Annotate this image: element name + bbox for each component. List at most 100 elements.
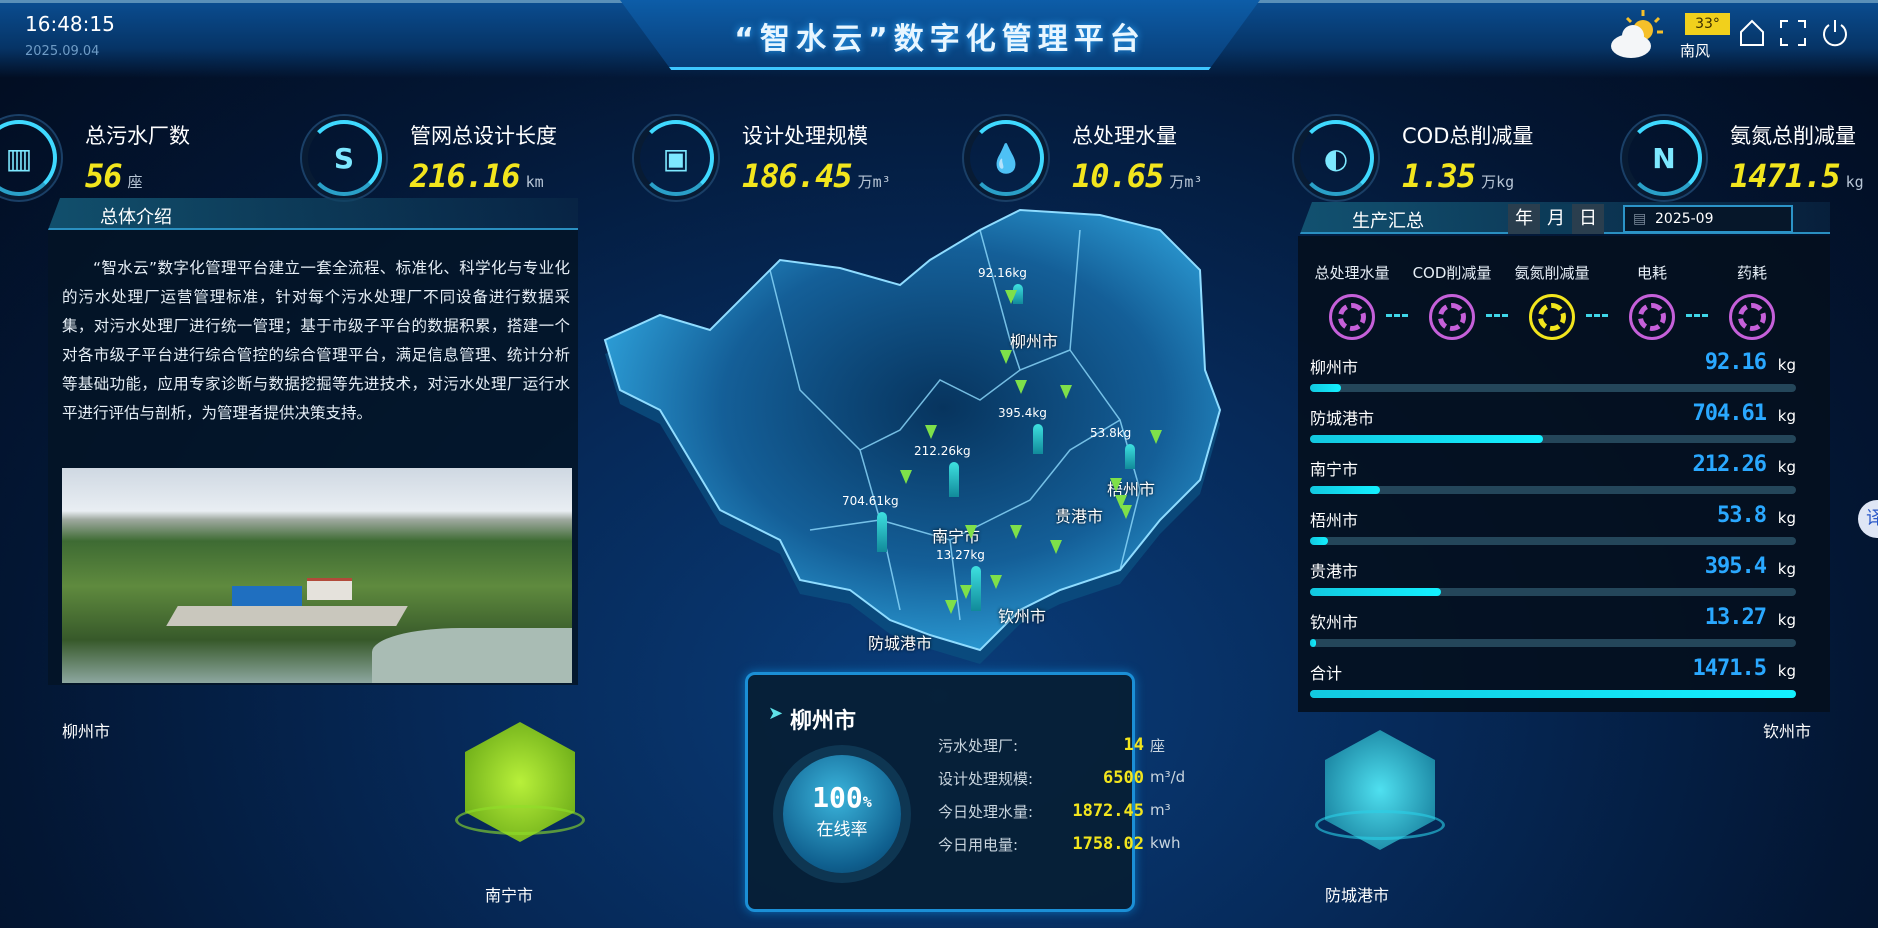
- carousel-city-left-bottom[interactable]: 南宁市: [485, 886, 534, 905]
- translate-button[interactable]: 译: [1858, 500, 1878, 538]
- map-bar: [971, 566, 981, 611]
- pipe-icon: S: [333, 141, 355, 175]
- wind-direction: 南风: [1680, 42, 1711, 60]
- kpi-value: 10.65 万m³: [1072, 157, 1203, 195]
- map-city-label[interactable]: 柳州市: [1010, 332, 1059, 351]
- info-unit: 座: [1150, 737, 1166, 755]
- category-ring-button[interactable]: [1329, 294, 1375, 340]
- month-picker[interactable]: ▤ 2025-09: [1623, 205, 1793, 233]
- plant-marker-icon[interactable]: [1005, 290, 1017, 304]
- city-info-row: 今日处理水量: 1872.45 m³: [938, 801, 1171, 822]
- guangxi-map[interactable]: [600, 190, 1240, 670]
- plant-marker-icon[interactable]: [1010, 525, 1022, 539]
- row-unit: kg: [1777, 611, 1796, 629]
- home-icon[interactable]: [1737, 18, 1767, 48]
- plant-marker-icon[interactable]: [945, 600, 957, 614]
- plant-marker-icon[interactable]: [1060, 385, 1072, 399]
- map-city-label[interactable]: 钦州市: [998, 607, 1047, 626]
- period-tab[interactable]: 年: [1515, 208, 1533, 229]
- row-value: 212.26: [1692, 452, 1767, 477]
- water-shape: [372, 628, 572, 683]
- fullscreen-icon[interactable]: [1778, 18, 1808, 48]
- info-unit: m³/d: [1150, 768, 1186, 786]
- plant-marker-icon[interactable]: [1000, 350, 1012, 364]
- building-shape: [307, 578, 352, 600]
- kpi-value: 1.35 万kg: [1402, 157, 1515, 195]
- plant-marker-icon[interactable]: [900, 470, 912, 484]
- production-row: 梧州市 53.8 kg: [1310, 503, 1796, 557]
- kpi-label: 设计处理规模: [742, 124, 868, 148]
- map-value-label: 53.8kg: [1090, 426, 1132, 440]
- row-value: 13.27: [1704, 605, 1767, 630]
- kpi-card: N 氨氮总削减量 1471.5 kg: [1620, 108, 1878, 208]
- period-tab[interactable]: 月: [1540, 204, 1572, 234]
- plant-marker-icon[interactable]: [1050, 540, 1062, 554]
- map-city-label[interactable]: 贵港市: [1055, 507, 1104, 526]
- carousel-city-right-bottom[interactable]: 防城港市: [1325, 886, 1390, 905]
- plant-marker-icon[interactable]: [990, 575, 1002, 589]
- divider: [1486, 314, 1508, 317]
- row-city: 钦州市: [1310, 613, 1359, 632]
- power-icon[interactable]: [1820, 18, 1850, 48]
- progress-fill: [1310, 384, 1341, 392]
- kpi-card: ▥ 总污水厂数 56 座: [0, 108, 295, 208]
- arrow-icon: ➤: [768, 703, 784, 724]
- plant-marker-icon[interactable]: [1115, 495, 1127, 509]
- category-ring-button[interactable]: [1729, 294, 1775, 340]
- carousel-city-right-top[interactable]: 钦州市: [1763, 722, 1812, 741]
- row-city: 防城港市: [1310, 409, 1375, 428]
- period-selector: 年月日: [1508, 204, 1604, 234]
- kpi-value: 56 座: [85, 157, 143, 195]
- progress-fill: [1310, 537, 1328, 545]
- category-label[interactable]: 电耗: [1636, 264, 1667, 282]
- divider: [1586, 314, 1608, 317]
- plant-marker-icon[interactable]: [1110, 478, 1122, 492]
- plant-marker-icon[interactable]: [1150, 430, 1162, 444]
- kpi-card: S 管网总设计长度 216.16 km: [300, 108, 620, 208]
- month-value: 2025-09: [1655, 211, 1714, 227]
- progress-fill: [1310, 435, 1543, 443]
- row-city: 柳州市: [1310, 358, 1359, 377]
- plant-marker-icon[interactable]: [1015, 380, 1027, 394]
- row-city: 南宁市: [1310, 460, 1359, 479]
- kpi-label: 管网总设计长度: [410, 124, 557, 148]
- category-label[interactable]: 氨氮削减量: [1514, 264, 1590, 282]
- plant-marker-icon[interactable]: [960, 585, 972, 599]
- period-tab[interactable]: 日: [1579, 208, 1597, 229]
- row-unit: kg: [1777, 407, 1796, 425]
- row-value: 53.8: [1717, 503, 1767, 528]
- category-label[interactable]: COD削减量: [1412, 264, 1492, 282]
- plant-marker-icon[interactable]: [965, 525, 977, 539]
- intro-text: “智水云”数字化管理平台建立一套全流程、标准化、科学化与专业化的污水处理厂运营管…: [62, 259, 570, 422]
- kpi-label: COD总削减量: [1402, 124, 1534, 148]
- plant-marker-icon[interactable]: [925, 425, 937, 439]
- category-ring-button[interactable]: [1529, 294, 1575, 340]
- kpi-label: 总污水厂数: [85, 124, 190, 148]
- clock-time: 16:48:15: [25, 12, 115, 36]
- kpi-ring: [1620, 114, 1708, 202]
- category-ring-button[interactable]: [1629, 294, 1675, 340]
- progress-fill: [1310, 588, 1441, 596]
- divider: [1386, 314, 1408, 317]
- water-level-icon: 💧: [988, 141, 1024, 175]
- info-label: 今日用电量:: [938, 836, 1019, 854]
- progress-fill: [1310, 486, 1380, 494]
- carousel-city-left-top[interactable]: 柳州市: [62, 722, 111, 741]
- production-row: 南宁市 212.26 kg: [1310, 452, 1796, 506]
- info-value: 14: [1123, 735, 1144, 755]
- title-plate: [620, 0, 1260, 70]
- category-label[interactable]: 药耗: [1736, 264, 1767, 282]
- row-city: 合计: [1310, 664, 1343, 683]
- category-label[interactable]: 总处理水量: [1314, 264, 1390, 282]
- row-value: 92.16: [1704, 350, 1767, 375]
- progress-track: [1310, 639, 1796, 647]
- calendar-icon: ▤: [1633, 211, 1647, 227]
- production-row: 钦州市 13.27 kg: [1310, 605, 1796, 659]
- info-unit: m³: [1150, 801, 1171, 819]
- intro-title: 总体介绍: [100, 207, 172, 228]
- production-panel: 总处理水量 COD削减量 氨氮削减量 电耗 药耗 柳州市 92.16 kg 防城港市 704.61…: [1298, 236, 1830, 712]
- map-city-label[interactable]: 防城港市: [868, 634, 933, 653]
- progress-track: [1310, 384, 1796, 392]
- category-ring-button[interactable]: [1429, 294, 1475, 340]
- map-value-label: 92.16kg: [978, 266, 1027, 280]
